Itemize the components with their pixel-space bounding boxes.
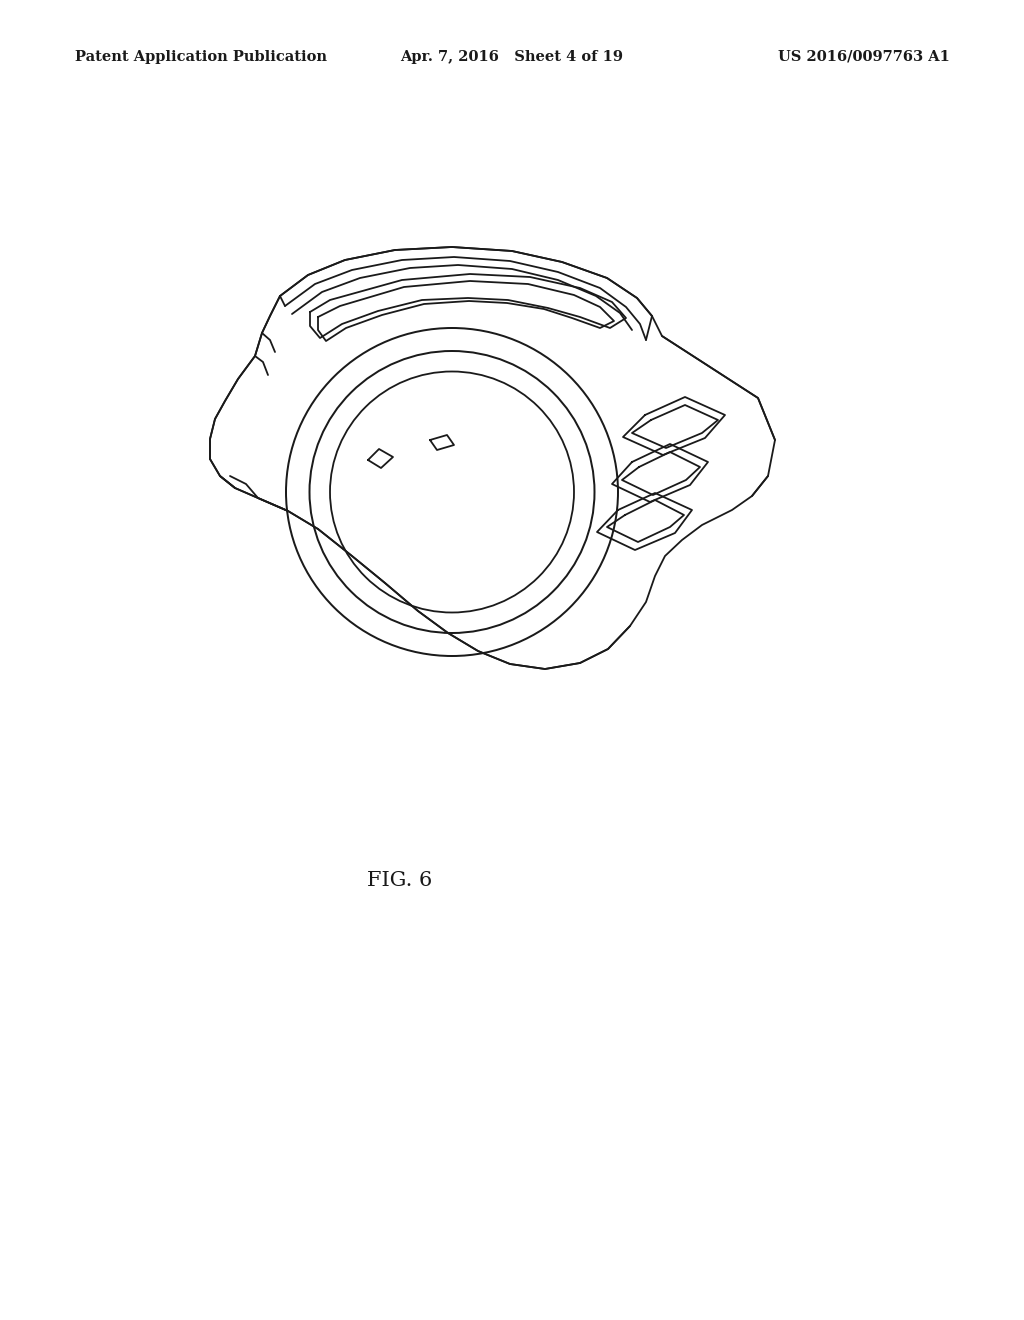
Text: FIG. 6: FIG. 6 — [368, 870, 432, 890]
Text: Patent Application Publication: Patent Application Publication — [75, 50, 327, 63]
Text: Apr. 7, 2016   Sheet 4 of 19: Apr. 7, 2016 Sheet 4 of 19 — [400, 50, 624, 63]
Text: US 2016/0097763 A1: US 2016/0097763 A1 — [778, 50, 950, 63]
